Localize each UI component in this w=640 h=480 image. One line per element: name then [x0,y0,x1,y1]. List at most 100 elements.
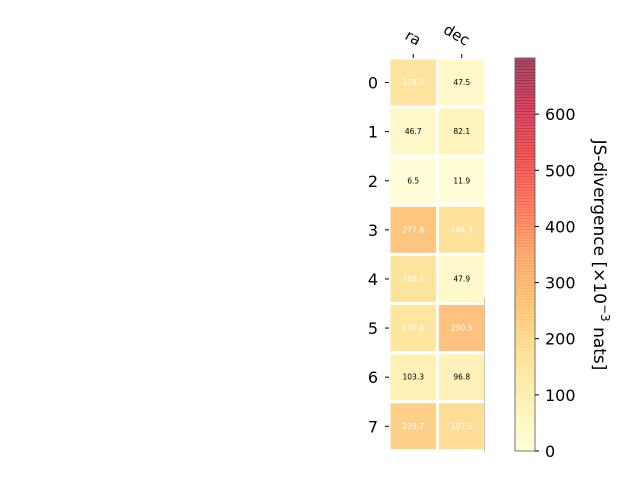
colorbar-segment [515,372,535,376]
colorbar-segment [515,192,535,197]
colorbar-segment [515,116,535,121]
colorbar-segment [515,380,535,385]
colorbar-segment [515,201,535,205]
cell-value-labels: 174.3 47.5 46.7 82.1 6.5 11.9 277.8 184.3 180.2 4… [403,78,473,431]
colorbar-segment [515,321,535,326]
colorbar-segment [515,282,535,286]
colorbar-segment [515,189,535,194]
cell-value-label: 239.7 [403,422,425,431]
cell-value-label: 82.1 [453,127,470,136]
colorbar-segment [515,77,535,82]
cell-value-label: 180.2 [403,274,425,283]
colorbar-segment [515,307,535,312]
colorbar-segment [515,254,535,258]
colorbar-segment [515,159,535,163]
colorbar-segment [515,63,535,68]
colorbar-tick-label: 300 [545,274,576,293]
colorbar-segment [515,442,535,446]
colorbar-segment [515,406,535,410]
row-label-0: 0 [368,74,378,93]
colorbar-segment [515,80,535,84]
colorbar-segment [515,234,535,239]
colorbar-segment [515,414,535,418]
colorbar-segment [515,218,535,222]
row-label-2: 2 [368,172,378,191]
colorbar-segment [515,147,535,152]
colorbar-segment [515,102,535,107]
colorbar-segment [515,248,535,253]
row-labels: 0 1 2 3 4 5 6 7 [368,74,389,436]
heatmap-cells [387,56,488,453]
colorbar-segment [515,316,535,320]
colorbar-segment [515,347,535,351]
colorbar-segment [515,439,535,444]
colorbar-segment [515,86,535,90]
colorbar-segment [515,274,535,278]
colorbar-segment [515,232,535,236]
colorbar-segment [515,167,535,171]
colorbar-segment [515,327,535,331]
cell-value-label: 96.8 [453,373,470,382]
cell-value-label: 47.5 [453,78,470,87]
colorbar-segment [515,330,535,334]
colorbar-segment [515,436,535,441]
colorbar-segment [515,448,535,452]
cell-value-label: 290.5 [451,324,473,333]
colorbar-segment [515,108,535,112]
colorbar-segment [515,139,535,143]
colorbar-segment [515,268,535,272]
row-label-7: 7 [368,417,378,436]
colorbar-segment [515,366,535,371]
colorbar-segment [515,150,535,155]
colorbar-segment [515,243,535,247]
colorbar-segment [515,265,535,270]
colorbar-segment [515,212,535,216]
colorbar-segment [515,251,535,256]
colorbar-segment [515,276,535,281]
row-label-5: 5 [368,319,378,338]
colorbar-segment [515,288,535,292]
colorbar-segment [515,386,535,390]
colorbar-tick-label: 100 [545,386,576,405]
cell-value-label: 277.8 [403,225,425,234]
colorbar-segment [515,394,535,399]
cell-value-label: 11.9 [453,176,470,185]
colorbar-segment [515,136,535,141]
row-label-1: 1 [368,123,378,142]
column-label-ra: ra [402,26,424,49]
colorbar-segment [515,338,535,343]
colorbar-segment [515,164,535,169]
colorbar-segment [515,305,535,309]
colorbar-segment [515,203,535,208]
colorbar-segment [515,422,535,427]
colorbar-segment [515,184,535,188]
cell-value-label: 103.3 [403,373,425,382]
cell-value-label: 6.5 [407,176,419,185]
colorbar-segment [515,72,535,76]
colorbar-segment [515,187,535,191]
colorbar-segment [515,313,535,317]
colorbar-segment [515,355,535,359]
colorbar-segment [515,420,535,424]
colorbar-segment [515,363,535,368]
colorbar-segment [515,206,535,211]
cell-value-label: 184.3 [451,225,473,234]
row-label-6: 6 [368,368,378,387]
colorbar-segment [515,397,535,402]
heatmap-cell-7-dec [436,400,488,453]
colorbar-segment [515,181,535,185]
colorbar-segment [515,369,535,373]
colorbar-segment [515,125,535,129]
colorbar-segment [515,195,535,199]
colorbar-segment [515,58,535,62]
colorbar-segment [515,229,535,233]
colorbar-segment [515,88,535,93]
cell-value-label: 46.7 [405,127,422,136]
colorbar-segment [515,94,535,98]
colorbar-segment [515,105,535,110]
colorbar-segment [515,178,535,183]
column-labels: ra dec [402,20,473,58]
colorbar: 0 100 200 300 400 500 600 [514,57,576,461]
colorbar-tick-label: 500 [545,161,576,180]
